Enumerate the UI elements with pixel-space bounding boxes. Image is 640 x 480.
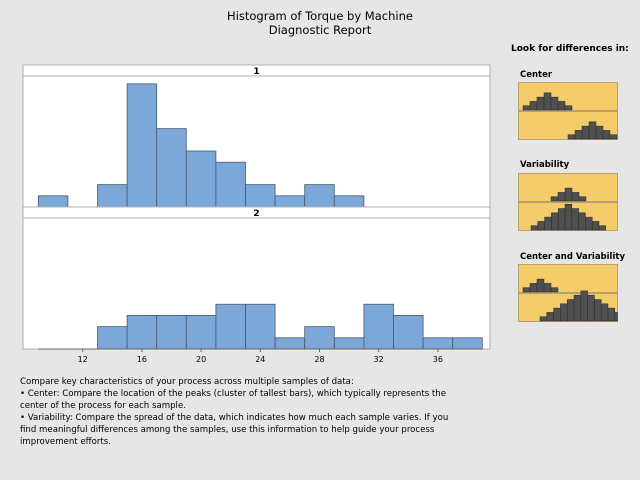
thumb-label-center-variability: Center and Variability (520, 252, 625, 262)
thumb-bar (571, 208, 579, 231)
description-intro: Compare key characteristics of your proc… (20, 377, 354, 387)
description-center: • Center: Compare the location of the pe… (20, 389, 447, 411)
histogram-bar (156, 315, 187, 350)
thumb-bar (598, 225, 607, 231)
thumb-bar (522, 287, 531, 293)
thumb-bar (560, 303, 568, 322)
thumb-bar (580, 290, 588, 322)
thumb-bar (571, 192, 580, 202)
thumb-bar (543, 283, 552, 293)
histogram-bar (245, 303, 276, 350)
thumb-label-center: Center (520, 70, 553, 80)
thumb-bar (567, 134, 576, 140)
thumb-bar (557, 101, 566, 111)
sidebar-heading: Look for differences in: (511, 44, 629, 54)
report-title: Histogram of Torque by Machine (227, 9, 413, 23)
thumb-bar (536, 278, 545, 293)
histogram-bar (97, 184, 128, 208)
thumb-bar (591, 221, 600, 231)
panel-label: 1 (253, 67, 259, 77)
histogram-bar (156, 128, 187, 208)
histogram-bar (304, 184, 335, 208)
x-tick-label: 24 (255, 355, 265, 364)
histogram-bar (333, 337, 365, 350)
thumb-bar (594, 299, 602, 322)
histogram-bar (215, 303, 246, 350)
thumb-bar (557, 208, 566, 231)
thumb-bar (578, 196, 587, 202)
histogram-bar (97, 326, 128, 350)
thumb-bar (566, 299, 575, 322)
histogram-bar (422, 337, 454, 350)
thumb-bar (564, 105, 573, 111)
histogram-bar (304, 326, 335, 350)
panel-header (22, 206, 491, 219)
thumb-bar (578, 212, 586, 231)
thumb-bar (557, 192, 566, 202)
thumb-bar (602, 130, 611, 140)
x-tick-label: 20 (196, 355, 206, 364)
description: Compare key characteristics of your proc… (20, 376, 460, 448)
panel-header (22, 64, 491, 77)
thumb-bar (609, 134, 618, 140)
histogram-bar (126, 315, 158, 350)
x-tick-label: 36 (433, 355, 443, 364)
histogram-bar (245, 184, 276, 208)
thumb-bar (530, 225, 539, 231)
histogram-bar (185, 150, 217, 208)
thumb-bar (550, 196, 559, 202)
thumb-bar (573, 294, 582, 322)
thumb-bar (581, 125, 590, 140)
histogram-bar (274, 337, 306, 350)
thumb-bar (529, 101, 538, 111)
histogram-bar (126, 83, 158, 208)
thumb-bar (600, 303, 609, 322)
thumb-bar (585, 216, 593, 231)
thumb-bar (550, 96, 559, 111)
thumb-bar (546, 312, 554, 322)
thumb-bar (551, 212, 559, 231)
thumb-bar (553, 307, 561, 322)
x-tick-label: 28 (314, 355, 324, 364)
report-subtitle: Diagnostic Report (268, 23, 372, 37)
histogram-bar (185, 315, 217, 350)
x-tick-label: 32 (374, 355, 384, 364)
histogram-bar (393, 315, 424, 350)
thumb-bar (543, 92, 552, 111)
variability-example-icon (518, 173, 618, 231)
histogram-bar (37, 195, 69, 208)
thumb-bar (574, 130, 583, 140)
thumb-bar (595, 125, 604, 140)
thumb-bar (544, 216, 552, 231)
description-variability: • Variability: Compare the spread of the… (20, 413, 449, 447)
center-example-icon (518, 82, 618, 140)
thumb-bar (587, 294, 595, 322)
thumb-bar (614, 312, 618, 322)
histogram-bar (215, 161, 246, 208)
x-tick-label: 16 (137, 355, 147, 364)
histogram-bar (274, 195, 306, 208)
center-variability-example-icon (518, 264, 618, 322)
thumb-bar (522, 105, 531, 111)
histogram-bar (452, 337, 483, 350)
x-tick-label: 12 (78, 355, 88, 364)
thumb-bar (529, 283, 538, 293)
thumb-bar (588, 121, 597, 140)
thumb-bar (536, 96, 545, 111)
thumb-label-variability: Variability (520, 160, 570, 170)
histogram-bar (333, 195, 365, 208)
thumb-bar (607, 307, 616, 322)
thumb-bar (537, 221, 545, 231)
thumb-bar (539, 316, 548, 322)
panel-label: 2 (253, 209, 259, 219)
histogram-bar (363, 303, 394, 350)
thumb-bar (564, 203, 573, 231)
thumb-bar (564, 187, 573, 202)
thumb-bar (550, 287, 559, 293)
